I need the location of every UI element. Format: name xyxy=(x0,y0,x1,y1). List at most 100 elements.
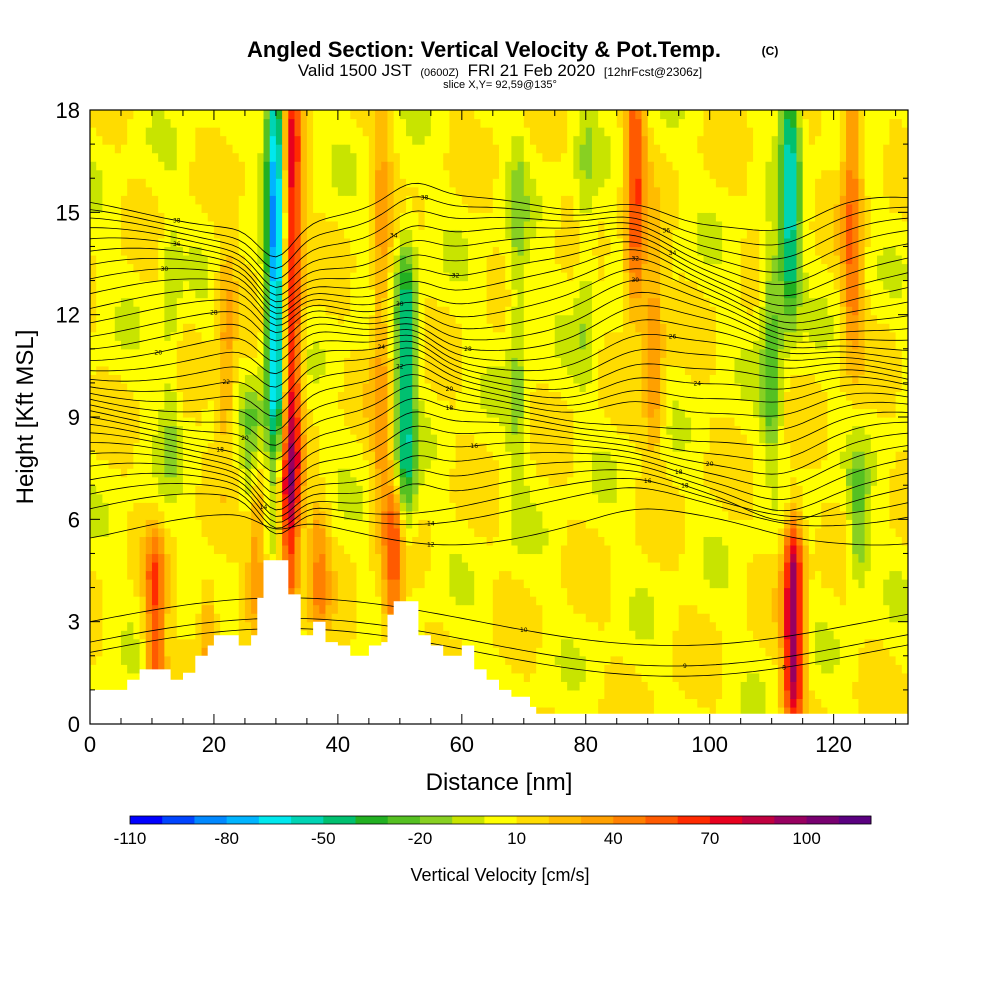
velocity-cell xyxy=(288,110,296,120)
velocity-cell xyxy=(449,186,457,230)
velocity-cell xyxy=(635,476,643,546)
velocity-cell xyxy=(120,254,128,299)
velocity-cell xyxy=(151,553,159,563)
velocity-cell xyxy=(697,110,705,137)
velocity-cell xyxy=(815,297,822,350)
velocity-cell xyxy=(319,510,327,529)
velocity-cell xyxy=(505,237,512,290)
velocity-cell xyxy=(802,272,810,333)
velocity-cell xyxy=(294,135,302,162)
velocity-cell xyxy=(567,638,574,691)
velocity-cell xyxy=(158,161,165,213)
velocity-cell xyxy=(622,664,630,724)
velocity-cell xyxy=(734,425,742,520)
isentrope-label: 34 xyxy=(669,250,677,257)
velocity-cell xyxy=(288,186,296,393)
velocity-cell xyxy=(653,110,661,145)
velocity-cell xyxy=(288,502,296,520)
colorbar-swatch xyxy=(645,816,679,824)
velocity-cell xyxy=(666,570,674,724)
velocity-cell xyxy=(337,408,345,469)
velocity-cell xyxy=(213,272,221,555)
velocity-cell xyxy=(815,621,822,665)
velocity-cell xyxy=(573,613,581,648)
velocity-cell xyxy=(282,169,289,213)
velocity-cell xyxy=(238,195,246,256)
velocity-cell xyxy=(306,348,314,375)
velocity-cell xyxy=(399,229,407,248)
velocity-cell xyxy=(753,340,760,418)
velocity-cell xyxy=(678,272,686,367)
velocity-cell xyxy=(362,417,370,461)
velocity-cell xyxy=(176,425,184,495)
velocity-cell xyxy=(740,348,748,401)
colorbar-swatch xyxy=(291,816,324,824)
terrain-mask xyxy=(90,560,908,724)
velocity-cell xyxy=(189,246,196,290)
velocity-cell xyxy=(499,331,506,367)
velocity-cell xyxy=(777,110,785,145)
velocity-cell xyxy=(821,391,829,461)
velocity-cell xyxy=(319,110,327,213)
velocity-cell xyxy=(164,613,172,657)
velocity-cell xyxy=(145,110,153,128)
colorbar-swatch xyxy=(323,816,356,824)
velocity-cell xyxy=(269,246,277,282)
colorbar-swatch xyxy=(452,816,485,824)
velocity-cell xyxy=(399,272,407,290)
velocity-cell xyxy=(833,254,841,290)
velocity-cell xyxy=(629,110,636,248)
velocity-cell xyxy=(777,425,785,529)
velocity-cell xyxy=(406,485,413,503)
velocity-cell xyxy=(746,561,754,631)
velocity-cell xyxy=(697,613,705,708)
velocity-cell xyxy=(269,417,277,435)
velocity-cell xyxy=(220,331,227,341)
velocity-cell xyxy=(412,212,420,248)
velocity-cell xyxy=(461,519,469,563)
velocity-cell xyxy=(796,220,804,307)
velocity-cell xyxy=(598,127,605,188)
velocity-cell xyxy=(839,306,847,393)
velocity-cell xyxy=(784,502,791,520)
velocity-cell xyxy=(108,144,116,375)
velocity-cell xyxy=(176,110,184,248)
velocity-cell xyxy=(251,451,258,469)
velocity-cell xyxy=(771,135,779,256)
velocity-cell xyxy=(864,408,872,435)
velocity-cell xyxy=(839,161,847,196)
velocity-cell xyxy=(337,510,345,546)
velocity-cell xyxy=(244,110,252,265)
velocity-cell xyxy=(362,135,370,350)
velocity-cell xyxy=(641,110,649,137)
velocity-cell xyxy=(746,519,754,563)
velocity-cell xyxy=(852,468,860,512)
velocity-cell xyxy=(133,272,141,307)
velocity-cell xyxy=(220,434,227,495)
velocity-cell xyxy=(201,579,209,606)
velocity-cell xyxy=(455,195,463,230)
velocity-cell xyxy=(170,425,178,478)
velocity-cell xyxy=(244,493,252,512)
velocity-cell xyxy=(542,382,550,478)
velocity-cell xyxy=(709,374,717,418)
velocity-cell xyxy=(257,152,265,265)
velocity-cell xyxy=(486,365,494,418)
velocity-cell xyxy=(746,110,754,128)
velocity-cell xyxy=(821,459,829,503)
velocity-cell xyxy=(573,689,581,724)
velocity-cell xyxy=(864,493,872,572)
velocity-cell xyxy=(207,604,215,657)
velocity-cell xyxy=(870,451,878,486)
velocity-cell xyxy=(238,510,246,674)
isentrope-line xyxy=(90,258,908,324)
velocity-cell xyxy=(381,254,389,299)
isentrope-label: 8 xyxy=(782,664,786,671)
velocity-cell xyxy=(238,357,246,384)
velocity-cell xyxy=(858,510,866,563)
velocity-cell xyxy=(232,561,240,640)
velocity-cell xyxy=(604,254,612,333)
velocity-cell xyxy=(883,647,891,724)
velocity-cell xyxy=(740,237,748,307)
velocity-cell xyxy=(517,254,525,367)
